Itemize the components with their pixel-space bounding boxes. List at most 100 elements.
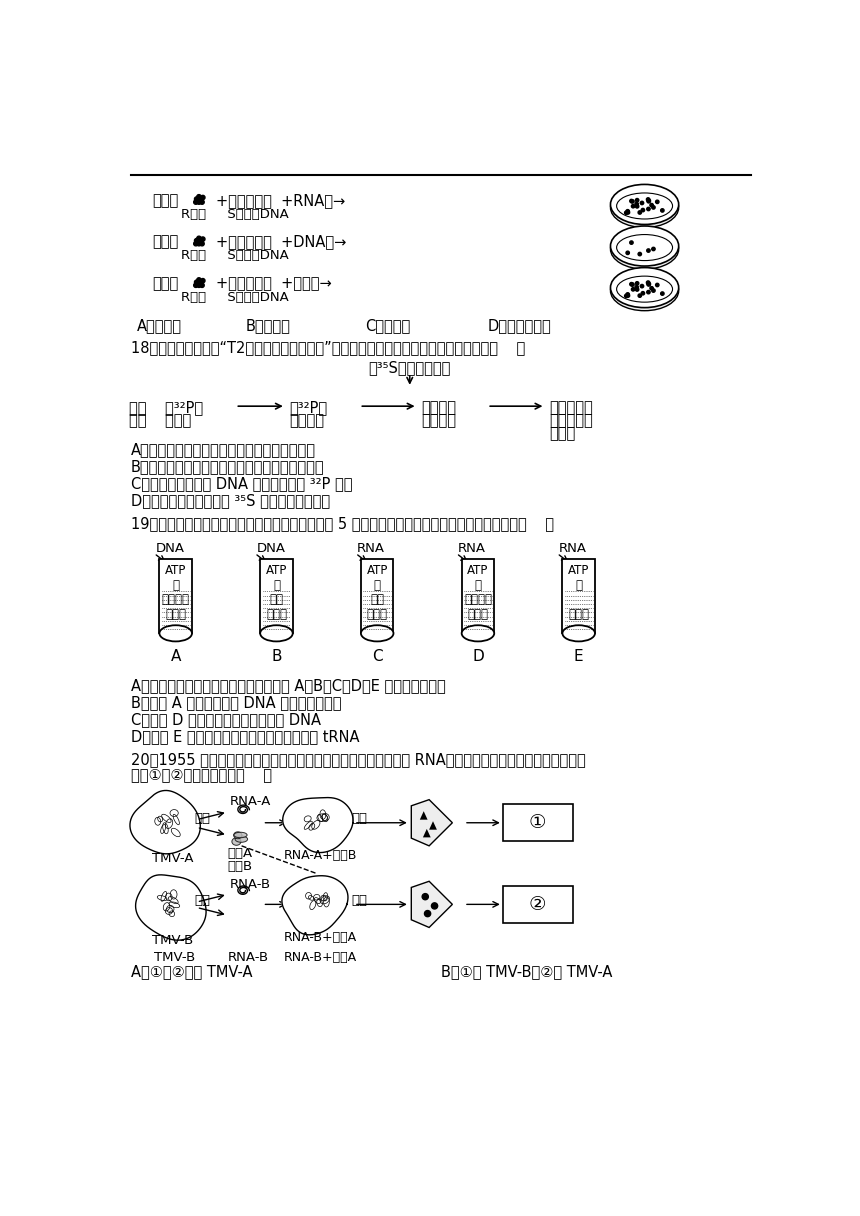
Circle shape (630, 283, 634, 286)
Text: RNA-B: RNA-B (228, 951, 268, 963)
Text: C．实验三: C．实验三 (366, 319, 411, 333)
Circle shape (200, 237, 205, 241)
Circle shape (647, 281, 650, 285)
Bar (503, 804, 573, 841)
Circle shape (647, 249, 650, 252)
Text: 含³⁵S标记的噬菌体: 含³⁵S标记的噬菌体 (369, 360, 451, 375)
Bar (261, 589, 292, 634)
Text: R型菌     S型菌的DNA: R型菌 S型菌的DNA (181, 249, 289, 263)
Circle shape (630, 282, 633, 286)
Circle shape (650, 203, 654, 207)
Polygon shape (411, 800, 452, 846)
Circle shape (647, 199, 650, 203)
Circle shape (636, 204, 639, 208)
Circle shape (660, 292, 664, 295)
Text: R型菌     S型菌的DNA: R型菌 S型菌的DNA (181, 291, 289, 304)
Text: 酶: 酶 (575, 579, 582, 592)
Text: ATP: ATP (568, 564, 589, 578)
Ellipse shape (611, 187, 679, 227)
Polygon shape (283, 798, 353, 852)
Text: 杆菌    培养基: 杆菌 培养基 (129, 413, 192, 428)
Text: RNA: RNA (558, 542, 587, 556)
Circle shape (660, 209, 664, 212)
Circle shape (630, 241, 633, 244)
Circle shape (641, 202, 643, 204)
Bar (261, 559, 292, 634)
Text: 含³²P的: 含³²P的 (290, 400, 328, 415)
Circle shape (652, 289, 655, 292)
Text: A．正常人体细胞可以进行的过程是试管 A、B、C、D、E 中所模拟的过程: A．正常人体细胞可以进行的过程是试管 A、B、C、D、E 中所模拟的过程 (131, 679, 445, 693)
Ellipse shape (611, 271, 679, 311)
Circle shape (635, 286, 638, 289)
Circle shape (425, 911, 431, 917)
Circle shape (200, 197, 204, 201)
Text: 实验一: 实验一 (152, 193, 179, 208)
Bar (160, 589, 191, 634)
Circle shape (200, 196, 205, 199)
Text: TMV-A: TMV-A (152, 852, 194, 865)
Text: RNA-A: RNA-A (230, 795, 271, 807)
Text: A: A (170, 648, 181, 664)
Polygon shape (282, 876, 348, 935)
Circle shape (631, 288, 635, 291)
Text: B．保温时间过长会使上清液中的放射性强度升高: B．保温时间过长会使上清液中的放射性强度升高 (131, 460, 324, 474)
Ellipse shape (361, 625, 394, 641)
Circle shape (655, 201, 659, 203)
Text: B．实验二: B．实验二 (245, 319, 291, 333)
Text: R型菌     S型菌的DNA: R型菌 S型菌的DNA (181, 208, 289, 220)
Circle shape (630, 199, 633, 203)
Bar (362, 589, 393, 634)
Circle shape (200, 242, 204, 246)
Bar (563, 589, 594, 634)
Ellipse shape (232, 838, 241, 845)
Circle shape (652, 206, 655, 209)
Circle shape (647, 207, 650, 210)
Circle shape (626, 252, 630, 254)
Text: 氨基酸: 氨基酸 (568, 608, 589, 621)
Circle shape (652, 247, 655, 250)
Circle shape (626, 210, 630, 214)
Circle shape (647, 291, 650, 294)
Text: B．①是 TMV-B；②是 TMV-A: B．①是 TMV-B；②是 TMV-A (440, 963, 612, 979)
Text: +加热杀死的  +DNA酶→: +加热杀死的 +DNA酶→ (216, 235, 347, 249)
Ellipse shape (562, 625, 595, 641)
Text: E: E (574, 648, 584, 664)
Polygon shape (130, 790, 200, 854)
Circle shape (194, 242, 198, 246)
Text: ATP: ATP (467, 564, 488, 578)
Circle shape (200, 280, 204, 285)
Bar (462, 559, 494, 634)
Text: A．①和②均为 TMV-A: A．①和②均为 TMV-A (131, 963, 252, 979)
Circle shape (626, 294, 630, 297)
Text: +加热杀死的  +蛋白酶→: +加热杀死的 +蛋白酶→ (216, 276, 332, 291)
Circle shape (194, 197, 199, 201)
Text: ATP: ATP (366, 564, 388, 578)
Circle shape (197, 195, 201, 199)
Circle shape (432, 902, 438, 910)
Text: 放射性: 放射性 (550, 426, 575, 441)
Text: 分离: 分离 (194, 812, 211, 824)
Polygon shape (411, 882, 452, 928)
Text: 分离: 分离 (194, 894, 211, 907)
Ellipse shape (462, 625, 494, 641)
Text: ATP: ATP (165, 564, 187, 578)
Text: 核苷酸: 核苷酸 (468, 608, 488, 621)
Circle shape (626, 293, 630, 297)
Ellipse shape (261, 625, 292, 641)
Text: A．搅拌不充分会使沉淀物中的放射性强度升高: A．搅拌不充分会使沉淀物中的放射性强度升高 (131, 443, 316, 457)
Text: 酶: 酶 (475, 579, 482, 592)
Circle shape (200, 199, 204, 204)
Bar (503, 886, 573, 923)
Text: RNA-B+蛋白A: RNA-B+蛋白A (284, 951, 357, 963)
Circle shape (647, 198, 650, 201)
Text: ①: ① (529, 814, 546, 832)
Text: 脱氧核糖: 脱氧核糖 (162, 593, 190, 607)
Text: DNA: DNA (256, 542, 286, 556)
Text: C．试管 D 中需要逆转录酶，产物是 DNA: C．试管 D 中需要逆转录酶，产物是 DNA (131, 711, 321, 727)
Text: 拌、离心: 拌、离心 (421, 413, 457, 428)
Polygon shape (429, 821, 437, 829)
Text: 核苷酸: 核苷酸 (266, 608, 287, 621)
Circle shape (642, 292, 645, 295)
Text: C: C (372, 648, 383, 664)
Bar (562, 559, 595, 634)
